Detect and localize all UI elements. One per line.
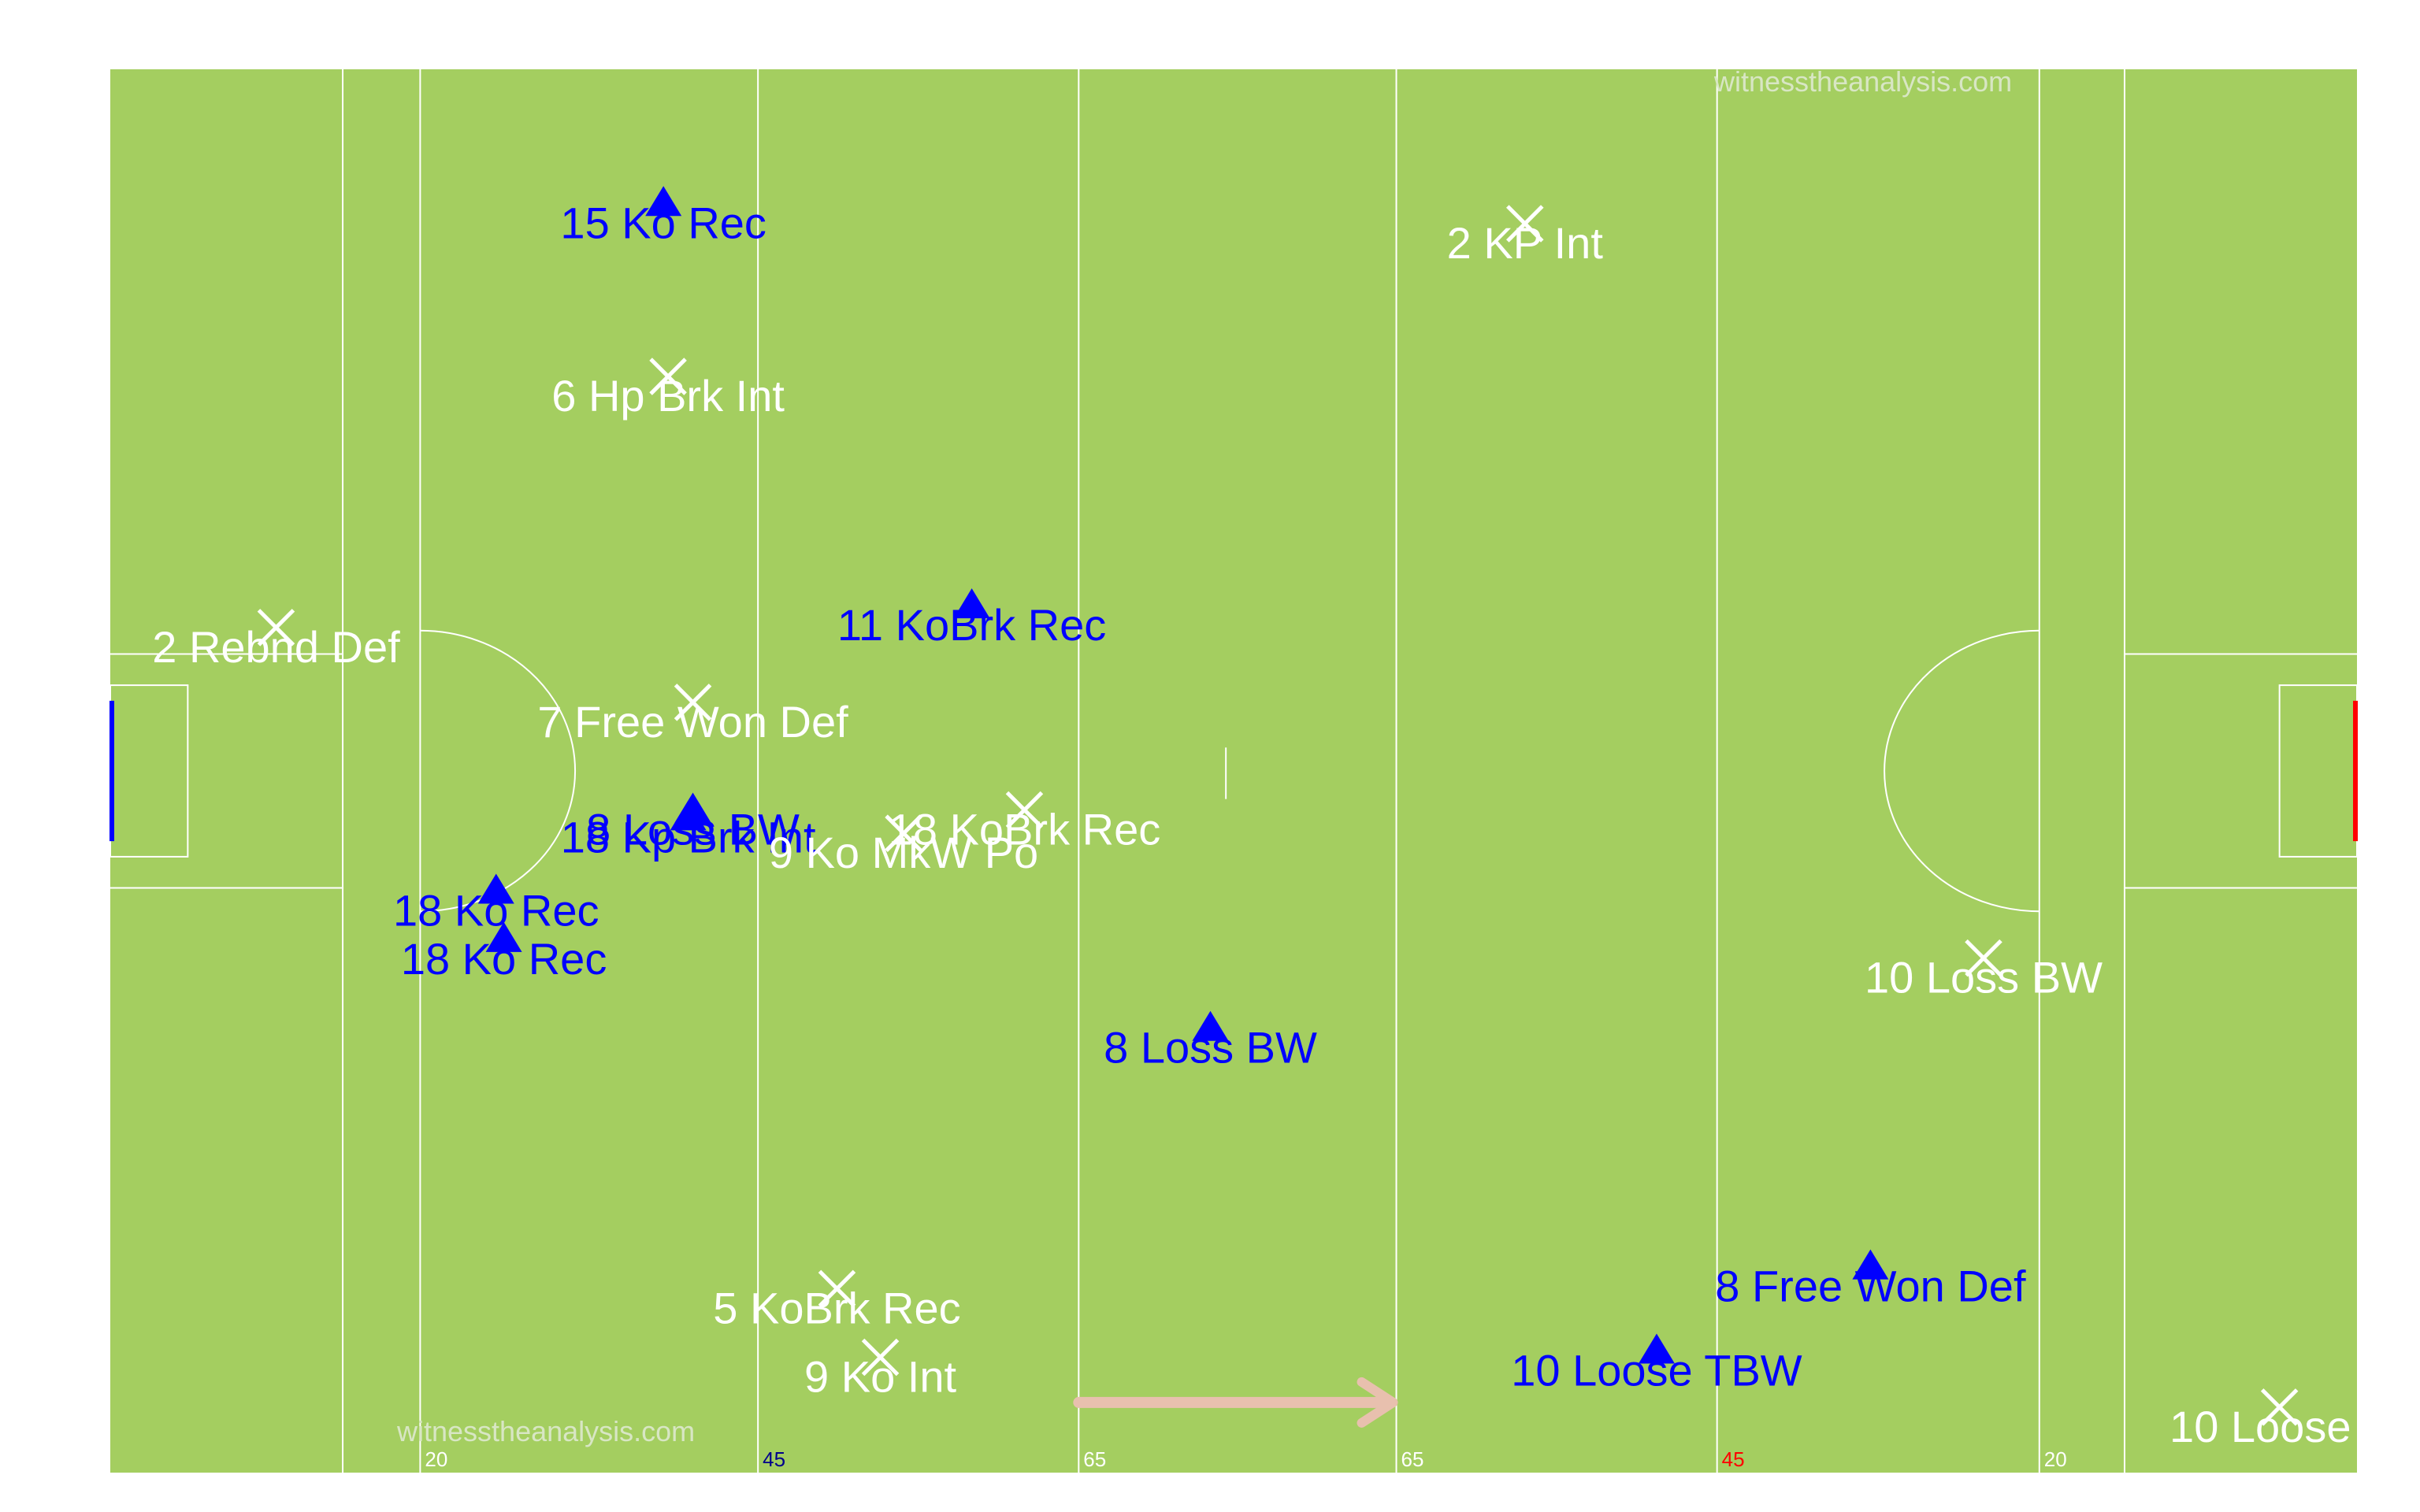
- label-x-0: 2 KP Int: [1447, 218, 1604, 268]
- marker-x-stroke: [885, 814, 922, 852]
- marker-x-9: [2260, 1388, 2299, 1426]
- x-tick-label-2: 65: [1083, 1447, 1106, 1471]
- x-tick-label-5: 20: [2044, 1447, 2067, 1471]
- label-triangle-8: 10 Loose TBW: [1511, 1346, 1802, 1395]
- marker-triangle-3: [670, 800, 707, 831]
- label-triangle-4: 18 Ko Rec: [393, 885, 599, 935]
- x-tick-label-0: 20: [425, 1447, 447, 1471]
- label-triangle-7: 8 Free Won Def: [1715, 1262, 2026, 1311]
- pitch-markings: [109, 69, 2359, 1473]
- label-x-1: 6 Hp Brk Int: [551, 371, 785, 421]
- x-tick-label-1: 45: [763, 1447, 785, 1471]
- label-x-6: 10 Loss BW: [1865, 953, 2103, 1002]
- marker-x-4: [1005, 791, 1044, 829]
- marker-x-stroke: [861, 1338, 900, 1377]
- marker-x-5: [885, 814, 922, 852]
- label-triangle-0: 15 Ko Rec: [560, 198, 766, 247]
- label-x-8: 9 Ko Int: [804, 1351, 956, 1401]
- label-triangle-2: 8 Loss BW: [586, 805, 800, 854]
- marker-triangle-0: [645, 186, 682, 217]
- marker-x-7: [818, 1269, 856, 1308]
- direction-arrow-head: [1357, 1377, 1398, 1428]
- marker-x-0: [1506, 205, 1544, 243]
- marker-x-stroke: [257, 609, 295, 647]
- label-triangle-5: 18 Ko Rec: [401, 934, 607, 984]
- label-x-2: 2 Rebnd Def: [152, 622, 400, 672]
- direction-arrow: [1073, 1377, 1398, 1428]
- x-tick-label-3: 65: [1401, 1447, 1424, 1471]
- marker-triangle-4: [477, 873, 514, 904]
- marker-triangle-7: [1852, 1249, 1889, 1280]
- x-tick-label-4: 45: [1722, 1447, 1745, 1471]
- marker-x-stroke: [1005, 791, 1044, 829]
- goals: [109, 700, 2358, 842]
- label-triangle-1: 11 KoBrk Rec: [837, 600, 1106, 650]
- marker-x-3: [674, 684, 712, 721]
- marker-x-2: [257, 609, 295, 647]
- marker-x-8: [861, 1338, 900, 1377]
- event-markers: [257, 186, 2299, 1426]
- label-x-9: 10 Loose T: [2169, 1402, 2389, 1451]
- marker-x-stroke: [1506, 205, 1544, 243]
- marker-x-stroke: [818, 1269, 856, 1308]
- label-triangle-6: 8 Loss BW: [1104, 1023, 1317, 1073]
- label-x-5: 9 Ko MkW Po: [769, 828, 1038, 877]
- marker-x-stroke: [2260, 1388, 2299, 1426]
- x-axis-ticks: 20 45 65 65 45 20: [425, 1447, 2066, 1471]
- label-x-4: 18 KoBrk Rec: [889, 805, 1161, 854]
- watermark-top: witnesstheanalysis.com: [1713, 65, 2012, 98]
- marker-x-1: [649, 358, 687, 395]
- marker-x-stroke: [1965, 939, 2002, 977]
- label-x-3: 7 Free Won Def: [537, 697, 848, 747]
- marker-x-stroke: [674, 684, 712, 721]
- pitch-surface: [110, 69, 2357, 1473]
- watermark-bottom: witnesstheanalysis.com: [396, 1415, 695, 1447]
- right-d-arc: [1884, 629, 2040, 913]
- marker-triangle-1: [953, 588, 990, 619]
- marker-triangle-8: [1638, 1333, 1675, 1364]
- marker-x-6: [1965, 939, 2002, 977]
- marker-triangle-6: [1192, 1010, 1229, 1041]
- marker-triangle-5: [485, 921, 522, 952]
- label-triangle-3: 18 Kp Brk Int: [561, 812, 816, 862]
- label-x-7: 5 KoBrk Rec: [713, 1283, 960, 1332]
- marker-x-stroke: [649, 358, 687, 395]
